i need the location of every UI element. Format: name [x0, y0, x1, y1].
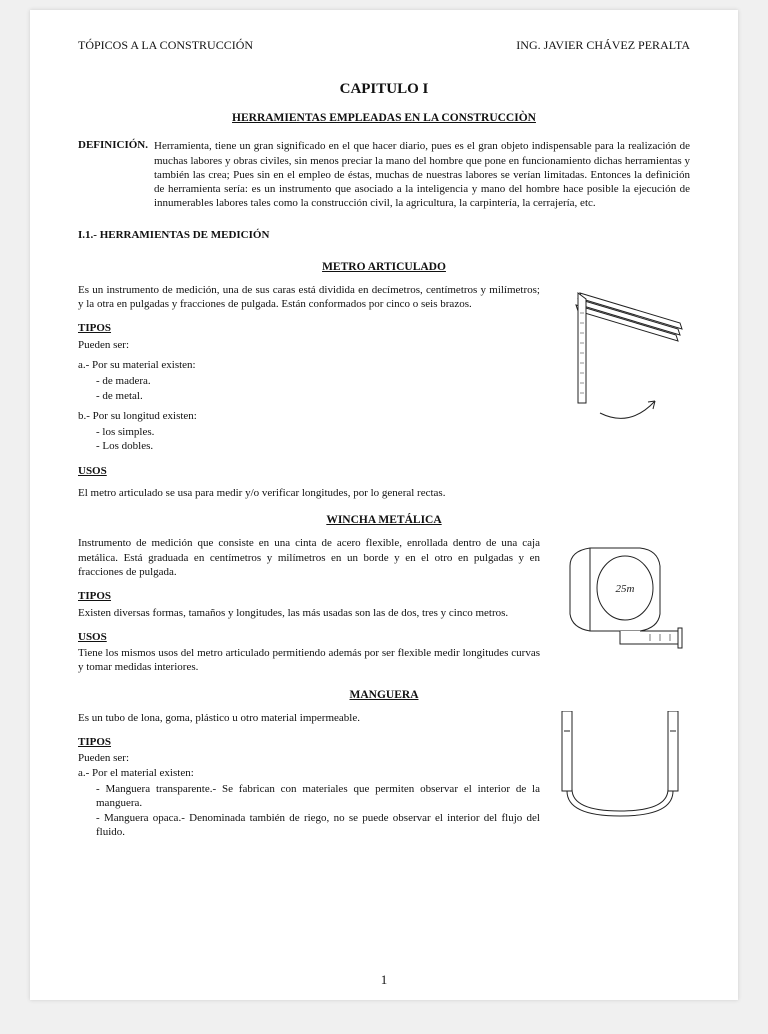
chapter-title: CAPITULO I: [78, 81, 690, 98]
page-number: 1: [30, 972, 738, 988]
manguera-tipos-intro: Pueden ser:: [78, 751, 540, 765]
folding-ruler-icon: [550, 283, 690, 433]
list-item: Manguera transparente.- Se fabrican con …: [96, 782, 540, 811]
tape-measure-icon: 25m: [550, 536, 690, 666]
document-page: TÓPICOS A LA CONSTRUCCIÓN ING. JAVIER CH…: [30, 10, 738, 1000]
metro-illustration: [550, 283, 690, 433]
definition-text: Herramienta, tiene un gran significado e…: [78, 139, 690, 210]
metro-list-b: los simples. Los dobles.: [78, 425, 540, 454]
definition-block: DEFINICIÓN. Herramienta, tiene un gran s…: [78, 138, 690, 211]
tool-text-metro: Es un instrumento de medición, una de su…: [78, 283, 540, 501]
list-item: Los dobles.: [96, 439, 540, 453]
header-left: TÓPICOS A LA CONSTRUCCIÓN: [78, 38, 253, 53]
manguera-desc: Es un tubo de lona, goma, plástico u otr…: [78, 711, 540, 725]
tool-text-wincha: Instrumento de medición que consiste en …: [78, 536, 540, 674]
list-item: los simples.: [96, 425, 540, 439]
tool-text-manguera: Es un tubo de lona, goma, plástico u otr…: [78, 711, 540, 845]
manguera-group-a: a.- Por el material existen:: [78, 766, 540, 780]
metro-tipos-label: TIPOS: [78, 321, 540, 335]
page-header: TÓPICOS A LA CONSTRUCCIÓN ING. JAVIER CH…: [78, 38, 690, 53]
tool-title-wincha: WINCHA METÁLICA: [78, 514, 690, 526]
tool-row-wincha: Instrumento de medición que consiste en …: [78, 536, 690, 674]
definition-label: DEFINICIÓN.: [78, 139, 148, 151]
tool-title-manguera: MANGUERA: [78, 689, 690, 701]
wincha-tipos-text: Existen diversas formas, tamaños y longi…: [78, 606, 540, 620]
hose-level-icon: [550, 711, 690, 821]
wincha-illustration: 25m: [550, 536, 690, 666]
list-item: Manguera opaca.- Denominada también de r…: [96, 811, 540, 840]
metro-usos-text: El metro articulado se usa para medir y/…: [78, 486, 540, 500]
list-item: de metal.: [96, 389, 540, 403]
tool-row-metro: Es un instrumento de medición, una de su…: [78, 283, 690, 501]
metro-group-b: b.- Por su longitud existen:: [78, 409, 540, 423]
manguera-illustration: [550, 711, 690, 821]
metro-usos-label: USOS: [78, 464, 540, 478]
tool-row-manguera: Es un tubo de lona, goma, plástico u otr…: [78, 711, 690, 845]
chapter-subtitle: HERRAMIENTAS EMPLEADAS EN LA CONSTRUCCIÒ…: [78, 112, 690, 124]
tape-label: 25m: [616, 583, 635, 595]
wincha-usos-text: Tiene los mismos usos del metro articula…: [78, 646, 540, 675]
header-right: ING. JAVIER CHÁVEZ PERALTA: [516, 38, 690, 53]
list-item: de madera.: [96, 374, 540, 388]
manguera-list: Manguera transparente.- Se fabrican con …: [78, 782, 540, 839]
tool-title-metro: METRO ARTICULADO: [78, 261, 690, 273]
metro-tipos-intro: Pueden ser:: [78, 338, 540, 352]
metro-group-a: a.- Por su material existen:: [78, 358, 540, 372]
wincha-usos-label: USOS: [78, 630, 540, 644]
section-number: I.1.- HERRAMIENTAS DE MEDICIÓN: [78, 229, 690, 241]
metro-list-a: de madera. de metal.: [78, 374, 540, 403]
wincha-desc: Instrumento de medición que consiste en …: [78, 536, 540, 579]
metro-desc: Es un instrumento de medición, una de su…: [78, 283, 540, 312]
manguera-tipos-label: TIPOS: [78, 735, 540, 749]
wincha-tipos-label: TIPOS: [78, 589, 540, 603]
